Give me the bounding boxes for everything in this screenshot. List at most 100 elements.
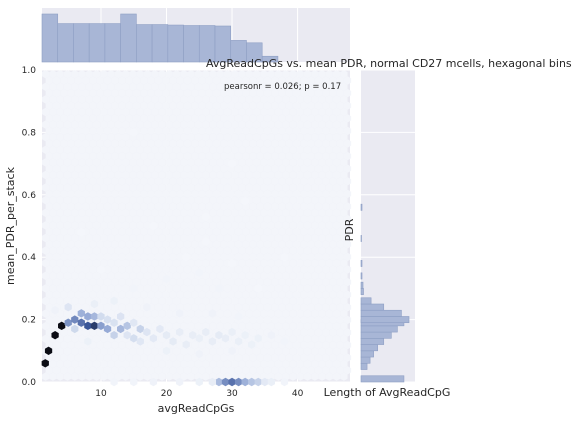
hexbin-empty-cell — [114, 359, 123, 369]
hexbin-empty-cell — [92, 170, 101, 180]
hexbin-empty-cell — [343, 240, 352, 249]
hexbin-empty-cell — [220, 366, 228, 375]
hexbin-empty-cell — [85, 133, 93, 142]
hexbin-empty-cell — [260, 221, 268, 230]
hexbin-empty-cell — [238, 347, 246, 356]
hexbin-empty-cell — [263, 202, 272, 211]
hexbin-empty-cell — [125, 353, 133, 362]
hexbin-empty-cell — [162, 126, 170, 136]
hexbin-empty-cell — [71, 221, 79, 230]
hexbin-empty-cell — [122, 271, 130, 280]
hexbin-empty-cell — [162, 177, 170, 186]
hexbin-empty-cell — [140, 88, 148, 98]
hexbin-empty-cell — [85, 183, 93, 192]
hexbin-empty-cell — [325, 309, 333, 318]
hexbin-empty-cell — [122, 133, 130, 142]
hexbin-empty-cell — [285, 101, 293, 110]
hexbin-empty-cell — [329, 328, 337, 337]
hexbin-empty-cell — [56, 145, 64, 154]
hexbin-empty-cell — [172, 158, 181, 167]
hexbin-empty-cell — [278, 240, 286, 249]
hexbin-empty-cell — [125, 227, 133, 236]
hexbin-empty-cell — [329, 252, 337, 262]
hexbin-empty-cell — [183, 88, 192, 98]
hexbin-empty-cell — [332, 271, 341, 280]
hexbin-empty-cell — [263, 315, 272, 325]
hexbin-empty-cell — [245, 347, 253, 356]
hexbin-empty-cell — [314, 126, 323, 136]
hexbin-empty-cell — [143, 196, 152, 205]
hexbin-empty-cell — [303, 372, 312, 381]
hexbin-empty-cell — [118, 366, 126, 375]
hexbin-empty-cell — [147, 202, 155, 211]
hexbin-empty-cell — [263, 101, 272, 110]
hexbin-empty-cell — [89, 202, 97, 211]
hexbin-empty-cell — [71, 170, 79, 180]
hexbin-empty-cell — [343, 214, 352, 224]
hexbin-empty-cell — [194, 322, 203, 331]
hexbin-empty-cell — [45, 76, 53, 85]
hexbin-empty-cell — [292, 227, 301, 236]
hexbin-empty-cell — [132, 240, 141, 249]
hexbin-empty-cell — [143, 359, 152, 369]
hexbin-empty-cell — [274, 296, 283, 306]
hexbin-empty-cell — [256, 76, 264, 85]
hexbin-empty-cell — [154, 189, 163, 199]
hexbin-empty-cell — [271, 277, 279, 287]
hexbin-empty-cell — [56, 359, 64, 369]
hexbin-empty-cell — [114, 372, 123, 381]
hexbin-empty-cell — [340, 158, 348, 167]
hexbin-empty-cell — [74, 151, 83, 161]
hexbin-empty-cell — [122, 82, 130, 91]
hexbin-empty-cell — [151, 145, 159, 154]
hexbin-empty-cell — [223, 246, 232, 255]
hexbin-cell — [215, 331, 223, 340]
hexbin-empty-cell — [332, 347, 341, 356]
hexbin-empty-cell — [63, 271, 72, 280]
hexbin-empty-cell — [78, 233, 86, 243]
hexbin-empty-cell — [332, 82, 341, 91]
hexbin-empty-cell — [96, 114, 104, 123]
hexbin-empty-cell — [289, 296, 297, 306]
hexbin-empty-cell — [122, 372, 130, 381]
hexbin-empty-cell — [42, 334, 50, 343]
hexbin-empty-cell — [129, 271, 137, 280]
hexbin-empty-cell — [245, 208, 253, 217]
hexbin-empty-cell — [343, 101, 352, 110]
top-histogram-bar — [88, 23, 106, 63]
hexbin-empty-cell — [111, 76, 119, 85]
hexbin-empty-cell — [278, 139, 286, 148]
hexbin-empty-cell — [118, 164, 126, 173]
hexbin-empty-cell — [220, 76, 228, 85]
hexbin-empty-cell — [314, 101, 323, 110]
hexbin-empty-cell — [343, 151, 352, 161]
hexbin-empty-cell — [252, 196, 261, 205]
hexbin-empty-cell — [169, 177, 177, 186]
hexbin-empty-cell — [303, 70, 312, 79]
hexbin-empty-cell — [96, 214, 104, 224]
hexbin-empty-cell — [103, 139, 112, 148]
hexbin-empty-cell — [78, 120, 86, 129]
hexbin-empty-cell — [103, 88, 112, 98]
hexbin-empty-cell — [296, 133, 304, 142]
hexbin-cell — [156, 324, 164, 334]
hexbin-empty-cell — [183, 177, 192, 186]
hexbin-empty-cell — [60, 328, 68, 337]
hexbin-empty-cell — [183, 189, 192, 199]
hexbin-empty-cell — [242, 290, 250, 299]
hexbin-empty-cell — [56, 170, 64, 180]
hexbin-empty-cell — [329, 214, 337, 224]
hexbin-empty-cell — [296, 334, 304, 343]
hexbin-empty-cell — [60, 126, 68, 136]
hexbin-empty-cell — [267, 271, 275, 280]
hexbin-empty-cell — [271, 101, 279, 110]
hexbin-empty-cell — [292, 290, 301, 299]
hexbin-empty-cell — [227, 76, 235, 85]
hexbin-empty-cell — [82, 151, 90, 161]
hexbin-empty-cell — [60, 88, 68, 98]
hexbin-empty-cell — [165, 158, 173, 167]
hexbin-empty-cell — [111, 88, 119, 98]
hexbin-empty-cell — [103, 290, 112, 299]
hexbin-empty-cell — [129, 120, 137, 129]
hexbin-empty-cell — [151, 107, 159, 117]
